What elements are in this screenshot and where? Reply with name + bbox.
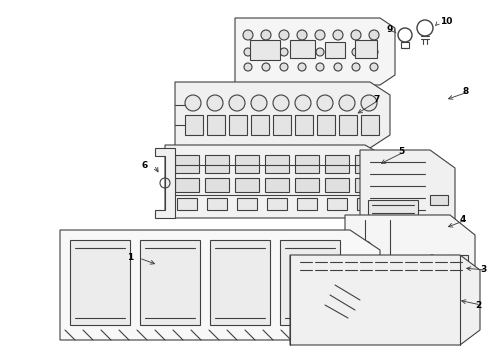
Circle shape [370, 63, 378, 71]
Circle shape [370, 48, 378, 56]
Bar [251, 115, 269, 135]
Bar [325, 155, 349, 173]
Bar [317, 115, 335, 135]
Circle shape [262, 63, 270, 71]
Circle shape [297, 30, 307, 40]
Bar [235, 178, 259, 192]
Polygon shape [235, 18, 395, 85]
Circle shape [334, 48, 342, 56]
Bar [355, 155, 379, 173]
Bar [273, 115, 291, 135]
Bar [175, 155, 199, 173]
Bar [339, 115, 357, 135]
Circle shape [280, 48, 288, 56]
Bar [177, 198, 197, 210]
Text: 6: 6 [142, 161, 148, 170]
Circle shape [251, 95, 267, 111]
Bar [205, 155, 229, 173]
Circle shape [244, 48, 252, 56]
Circle shape [333, 30, 343, 40]
Circle shape [334, 63, 342, 71]
Circle shape [298, 48, 306, 56]
Circle shape [315, 30, 325, 40]
Bar [70, 240, 130, 325]
Polygon shape [290, 255, 480, 345]
Bar [430, 195, 448, 205]
Bar [448, 255, 468, 275]
Bar [207, 115, 225, 135]
Text: 8: 8 [462, 87, 468, 96]
Bar [140, 240, 200, 325]
Bar [229, 115, 247, 135]
Polygon shape [175, 82, 390, 148]
Text: 2: 2 [475, 301, 481, 310]
Circle shape [244, 63, 252, 71]
Circle shape [279, 30, 289, 40]
Text: 4: 4 [460, 216, 466, 225]
Bar [237, 198, 257, 210]
Circle shape [229, 95, 245, 111]
Polygon shape [60, 230, 380, 340]
Text: 5: 5 [398, 148, 404, 157]
Circle shape [207, 95, 223, 111]
Bar [327, 198, 347, 210]
Text: 7: 7 [373, 95, 379, 104]
Text: 1: 1 [127, 253, 133, 262]
Circle shape [298, 63, 306, 71]
Bar [295, 155, 319, 173]
Bar [210, 240, 270, 325]
Circle shape [339, 95, 355, 111]
Bar [401, 42, 409, 48]
Bar [361, 115, 379, 135]
Circle shape [317, 95, 333, 111]
Bar [325, 178, 349, 192]
Bar [207, 198, 227, 210]
Bar [430, 215, 448, 225]
Bar [267, 198, 287, 210]
Circle shape [261, 30, 271, 40]
Bar [235, 155, 259, 173]
Circle shape [185, 95, 201, 111]
Bar [297, 198, 317, 210]
Bar [265, 155, 289, 173]
Circle shape [369, 30, 379, 40]
Circle shape [273, 95, 289, 111]
Circle shape [262, 48, 270, 56]
Circle shape [280, 63, 288, 71]
Polygon shape [360, 150, 455, 255]
Bar [295, 178, 319, 192]
Circle shape [316, 48, 324, 56]
Bar [295, 115, 313, 135]
Bar [368, 200, 418, 240]
Text: 10: 10 [440, 18, 452, 27]
Bar [355, 178, 379, 192]
Bar [250, 40, 280, 60]
Text: 9: 9 [387, 26, 393, 35]
Polygon shape [155, 148, 175, 218]
Bar [265, 178, 289, 192]
Circle shape [352, 63, 360, 71]
Bar [175, 178, 199, 192]
Bar [357, 198, 377, 210]
Bar [205, 178, 229, 192]
Bar [290, 40, 315, 58]
Bar [280, 240, 340, 325]
Polygon shape [165, 145, 388, 218]
Circle shape [352, 48, 360, 56]
Circle shape [351, 30, 361, 40]
Circle shape [316, 63, 324, 71]
Circle shape [361, 95, 377, 111]
Circle shape [295, 95, 311, 111]
Bar [355, 40, 377, 58]
Text: 3: 3 [480, 266, 486, 274]
Polygon shape [345, 215, 475, 305]
Bar [185, 115, 203, 135]
Bar [325, 42, 345, 58]
Circle shape [243, 30, 253, 40]
